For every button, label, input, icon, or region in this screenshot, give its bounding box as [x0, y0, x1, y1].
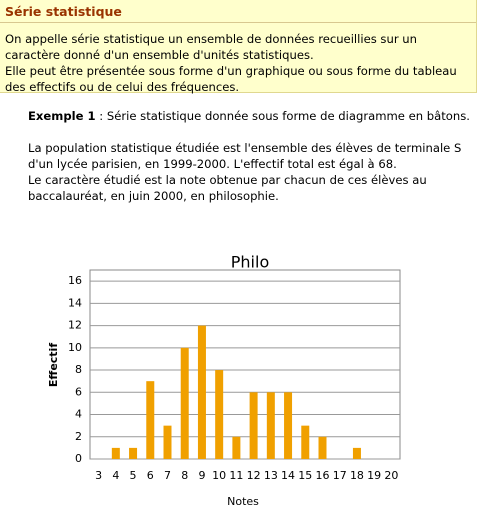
x-tick-label: 4 [112, 469, 119, 482]
plot-area [89, 269, 401, 460]
bar [301, 425, 310, 459]
definition-box: Série statistique On appelle série stati… [0, 0, 477, 94]
x-tick-label: 12 [247, 469, 261, 482]
bar [215, 370, 224, 459]
y-tick-label: 6 [75, 385, 82, 398]
bar [111, 447, 120, 459]
example: Exemple 1 : Série statistique donnée sou… [28, 108, 474, 220]
paragraph: On appelle série statistique un ensemble… [5, 32, 417, 62]
x-tick-label: 15 [298, 469, 312, 482]
paragraph: La population statistique étudiée est l'… [28, 141, 462, 171]
y-tick-label: 12 [68, 319, 82, 332]
bar [197, 325, 206, 459]
y-tick-label: 2 [75, 430, 82, 443]
x-axis-label: Notes [227, 495, 259, 508]
x-tick-label: 18 [350, 469, 364, 482]
bar [352, 447, 361, 459]
chart-title: Philo [231, 253, 269, 272]
bar [266, 392, 275, 459]
bar [318, 436, 327, 459]
y-tick-label: 8 [75, 363, 82, 376]
x-tick-label: 5 [130, 469, 137, 482]
x-tick-label: 11 [229, 469, 243, 482]
x-tick-label: 3 [95, 469, 102, 482]
x-tick-label: 16 [316, 469, 330, 482]
x-tick-label: 19 [367, 469, 381, 482]
x-tick-label: 13 [264, 469, 278, 482]
y-tick-label: 14 [68, 296, 82, 309]
x-tick-label: 6 [147, 469, 154, 482]
y-tick-label: 10 [68, 341, 82, 354]
x-tick-label: 10 [212, 469, 226, 482]
bar [232, 436, 241, 459]
bar [249, 392, 258, 459]
x-tick-label: 14 [281, 469, 295, 482]
x-tick-label: 20 [384, 469, 398, 482]
bar [284, 392, 293, 459]
bar [163, 425, 172, 459]
example-label: Exemple 1 [28, 109, 96, 123]
y-tick-label: 0 [75, 452, 82, 465]
x-tick-label: 9 [198, 469, 205, 482]
bar [180, 347, 189, 459]
x-tick-label: 7 [164, 469, 171, 482]
y-axis-label: Effectif [47, 343, 60, 387]
y-tick-label: 4 [75, 408, 82, 421]
paragraph: Le caractère étudié est la note obtenue … [28, 173, 427, 203]
x-tick-label: 17 [333, 469, 347, 482]
paragraph: Elle peut être présentée sous forme d'un… [5, 64, 457, 94]
x-tick-label: 8 [181, 469, 188, 482]
bar [146, 381, 155, 459]
bar [129, 447, 138, 459]
section-title: Série statistique [0, 0, 476, 23]
example-text: : Série statistique donnée sous forme de… [95, 109, 470, 123]
y-tick-label: 16 [68, 274, 82, 287]
